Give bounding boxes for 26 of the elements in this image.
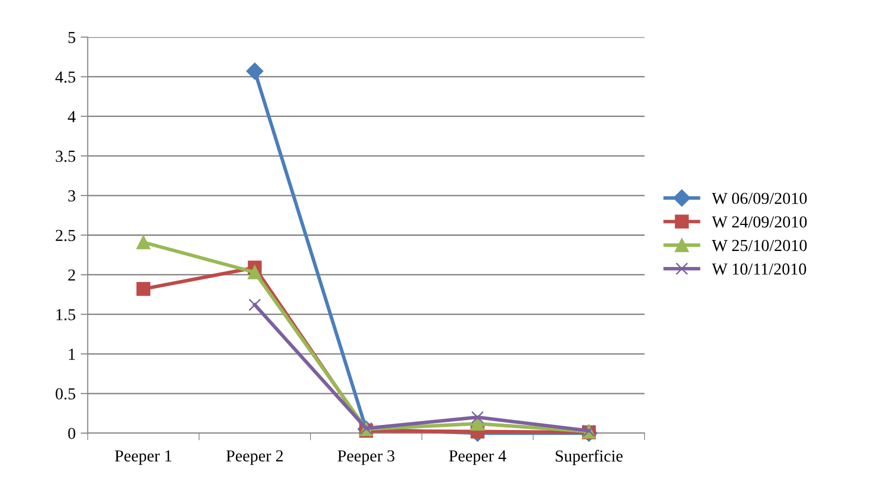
x-tick-label: Peeper 2 [226, 450, 283, 465]
y-tick-label: 3.5 [56, 150, 76, 162]
y-tick-label: 4 [68, 111, 76, 122]
y-tick-label: 1.5 [56, 309, 76, 320]
legend-label: W 24/09/2010 [712, 216, 807, 228]
x-tick-label: Peeper 4 [449, 450, 506, 465]
y-tick-label: 5 [68, 32, 76, 44]
legend-label: W 25/10/2010 [712, 240, 807, 252]
y-tick-label: 1 [69, 348, 75, 360]
y-tick-label: 2 [68, 269, 75, 281]
legend-label: W 06/09/2010 [712, 192, 807, 204]
x-tick-label: Superficie [556, 450, 623, 466]
y-tick-label: 0 [68, 428, 76, 440]
point [248, 298, 262, 312]
y-tick-label: 3 [68, 190, 76, 202]
point [248, 265, 262, 280]
point [471, 411, 484, 424]
y-tick-label: 2.5 [56, 230, 76, 242]
point [136, 235, 150, 250]
x-tick-label: Peeper 1 [114, 450, 172, 465]
x-tick-label: Peeper 3 [338, 450, 394, 465]
point [246, 62, 264, 80]
point [136, 282, 150, 296]
legend-label: W 10/11/2010 [712, 263, 806, 275]
y-tick-label: 4.5 [55, 72, 76, 83]
y-tick-label: 0.5 [56, 388, 76, 400]
